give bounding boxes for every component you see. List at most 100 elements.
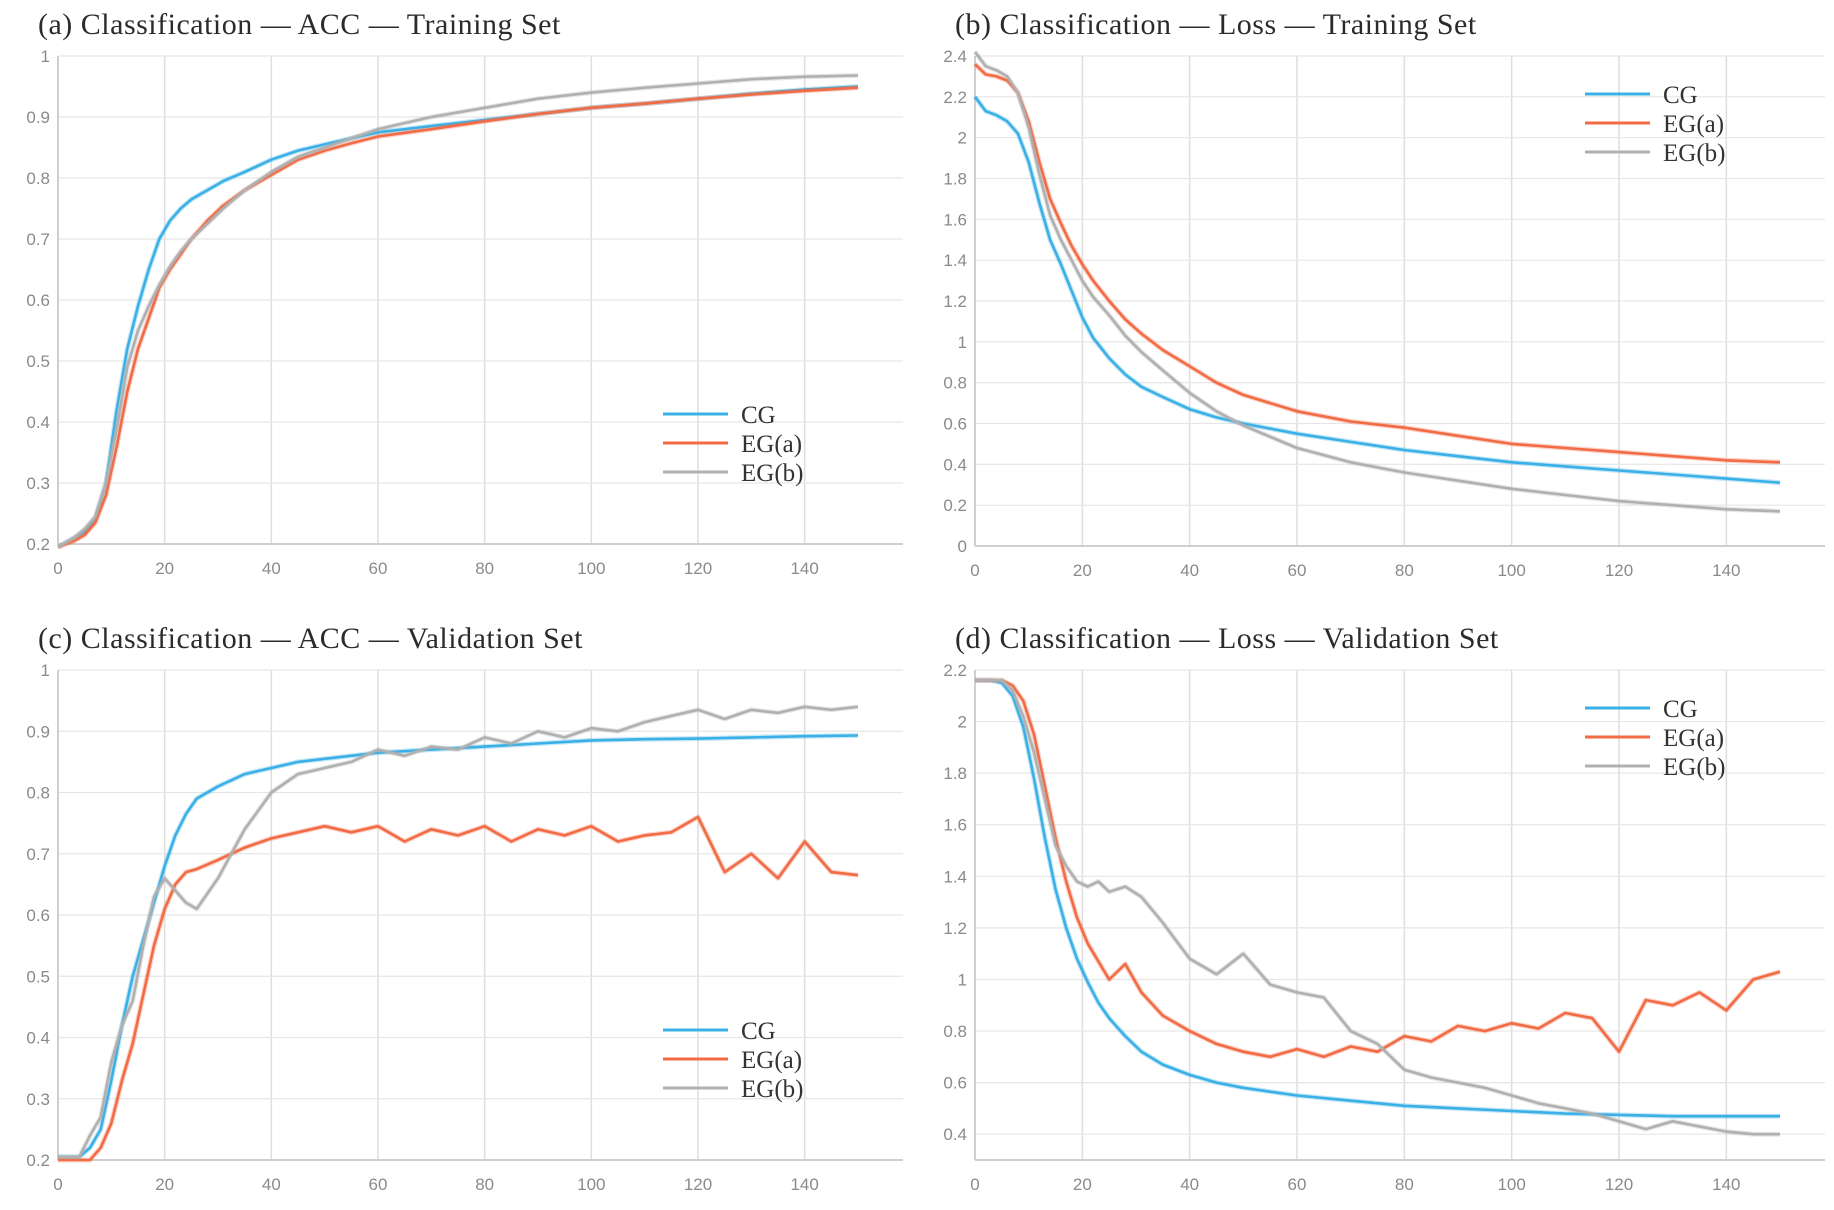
series-line-shadow (973, 62, 1781, 465)
y-tick-label: 1.8 (943, 170, 967, 189)
legend-label: EG(b) (741, 460, 803, 487)
y-tick-label: 0.7 (26, 845, 50, 864)
series-line-shadow (58, 814, 859, 1163)
y-tick-label: 1.2 (943, 292, 967, 311)
legend-label: EG(a) (1663, 111, 1724, 138)
y-tick-label: 1 (41, 661, 50, 680)
series-line-shadow (975, 677, 1780, 1137)
series-line-cg (57, 85, 859, 549)
x-tick-label: 140 (1712, 1175, 1740, 1194)
legend-label: CG (741, 1018, 776, 1045)
legend-label: CG (1663, 82, 1698, 109)
legend-label: EG(b) (1663, 754, 1725, 781)
y-tick-label: 1 (41, 47, 50, 66)
y-tick-label: 0.5 (26, 352, 50, 371)
x-tick-label: 100 (1497, 561, 1525, 580)
legend-label: EG(a) (741, 1047, 802, 1074)
x-tick-label: 20 (155, 1175, 174, 1194)
legend-label: EG(b) (741, 1076, 803, 1103)
series-line-egb (975, 678, 1780, 1136)
series-line-cg (973, 96, 1781, 484)
x-tick-label: 0 (970, 1175, 979, 1194)
y-tick-label: 0.6 (943, 1074, 967, 1093)
chart-panel-b: (b) Classification — Loss — Training Set… (943, 8, 1830, 593)
x-tick-label: 80 (1395, 561, 1414, 580)
y-tick-label: 1.6 (943, 816, 967, 835)
y-tick-label: 1.4 (943, 251, 967, 270)
line-chart-loss-validation: 0 20 40 60 80 100 120 140 0.4 0.6 0.8 1 1.2 1.4 1.6 1.8… (943, 661, 1825, 1194)
y-tick-label: 0.8 (943, 1022, 967, 1041)
y-tick-label: 0.4 (26, 413, 50, 432)
x-tick-label: 20 (155, 559, 174, 578)
y-tick-label: 1.4 (943, 867, 967, 886)
y-tick-label: 0.9 (26, 722, 50, 741)
series-line-cg (58, 734, 859, 1159)
y-tick-label: 0.7 (26, 230, 50, 249)
x-tick-label: 140 (790, 1175, 818, 1194)
y-tick-label: 0.6 (943, 415, 967, 434)
x-tick-label: 120 (1605, 561, 1633, 580)
x-tick-label: 20 (1073, 561, 1092, 580)
chart-title: (d) Classification — Loss — Validation S… (955, 622, 1499, 655)
legend-label: CG (741, 402, 776, 429)
x-tick-label: 20 (1073, 1175, 1092, 1194)
y-tick-label: 1.6 (943, 210, 967, 229)
legend-label: EG(a) (1663, 725, 1724, 752)
y-tick-label: 0.4 (943, 455, 967, 474)
series-line-shadow (58, 704, 859, 1160)
series-line-shadow (58, 733, 859, 1160)
chart-panel-c: (c) Classification — ACC — Validation Se… (26, 622, 908, 1207)
series-line-egb (973, 51, 1781, 513)
y-tick-label: 0.8 (26, 784, 50, 803)
y-tick-label: 2.2 (943, 88, 967, 107)
series-line-ega (975, 678, 1781, 1059)
y-tick-label: 0.4 (943, 1125, 967, 1144)
chart-panel-a: (a) Classification — ACC — Training Set … (26, 8, 908, 593)
x-tick-label: 60 (1288, 1175, 1307, 1194)
y-tick-label: 2 (958, 713, 967, 732)
x-tick-label: 0 (970, 561, 979, 580)
x-tick-label: 140 (1712, 561, 1740, 580)
series-line-egb (57, 74, 859, 549)
y-tick-label: 0.4 (26, 1029, 50, 1048)
y-tick-label: 0.8 (943, 374, 967, 393)
chart-title: (a) Classification — ACC — Training Set (38, 8, 561, 41)
x-tick-label: 60 (369, 559, 388, 578)
y-tick-label: 0.6 (26, 906, 50, 925)
x-tick-label: 140 (790, 559, 818, 578)
y-tick-label: 1 (958, 970, 967, 989)
chart-title: (c) Classification — ACC — Validation Se… (38, 622, 583, 655)
legend-label: CG (1663, 696, 1698, 723)
y-tick-label: 0.8 (26, 169, 50, 188)
y-tick-label: 1.8 (943, 764, 967, 783)
y-tick-label: 1.2 (943, 919, 967, 938)
series-line-egb (58, 705, 859, 1159)
legend-label: EG(a) (741, 431, 802, 458)
x-tick-label: 40 (262, 559, 281, 578)
x-tick-label: 60 (369, 1175, 388, 1194)
x-tick-label: 100 (1497, 1175, 1525, 1194)
y-tick-label: 0.3 (26, 474, 50, 493)
x-tick-label: 100 (577, 1175, 605, 1194)
x-tick-label: 120 (684, 1175, 712, 1194)
y-tick-label: 0.6 (26, 291, 50, 310)
series-line-shadow (56, 73, 859, 550)
y-tick-label: 0.2 (26, 1151, 50, 1170)
x-tick-label: 60 (1288, 561, 1307, 580)
line-chart-loss-training: 0 20 40 60 80 100 120 140 0 0.2 0.4 0.6 0.8 1 1.2 1.4 1.… (943, 47, 1825, 580)
y-tick-label: 0.2 (26, 535, 50, 554)
series-line-cg (975, 678, 1780, 1118)
y-tick-label: 2.2 (943, 661, 967, 680)
x-tick-label: 80 (1395, 1175, 1414, 1194)
line-chart-acc-validation: 0 20 40 60 80 100 120 140 0.2 0.3 0.4 0.5 0.6 0.7 0.8 0… (26, 661, 903, 1194)
y-tick-label: 0.9 (26, 108, 50, 127)
y-tick-label: 1 (958, 333, 967, 352)
x-tick-label: 100 (577, 559, 605, 578)
x-tick-label: 40 (262, 1175, 281, 1194)
y-tick-label: 2.4 (943, 47, 967, 66)
chart-panel-d: (d) Classification — Loss — Validation S… (943, 622, 1830, 1207)
x-tick-label: 40 (1180, 1175, 1199, 1194)
x-tick-label: 120 (684, 559, 712, 578)
y-tick-label: 0.2 (943, 496, 967, 515)
legend-label: EG(b) (1663, 140, 1725, 167)
